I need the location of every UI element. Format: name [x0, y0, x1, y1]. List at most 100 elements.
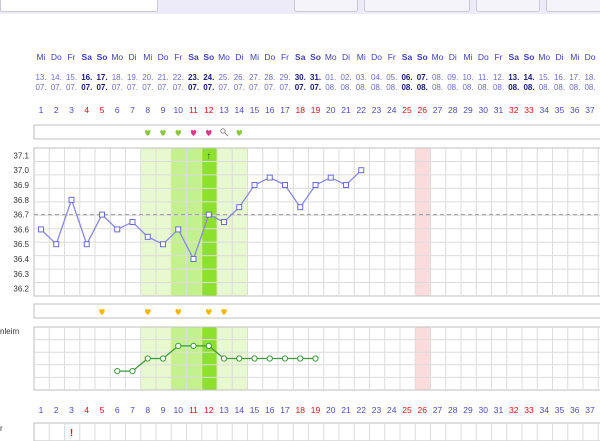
temperature-point[interactable] [297, 204, 304, 211]
cycle-day-number: 14 [235, 405, 245, 415]
weekday-label: Mi [464, 52, 473, 62]
weekday-label: Do [264, 52, 275, 62]
cycle-day-number: 14 [235, 105, 245, 115]
temperature-point[interactable] [83, 241, 90, 248]
mucus-point[interactable] [205, 342, 212, 349]
temperature-point[interactable] [358, 167, 365, 174]
cycle-day-number: 22 [357, 405, 367, 415]
cycle-select-input[interactable] [0, 0, 158, 12]
month-label: 07. [188, 83, 199, 92]
cycle-day-number: 33 [524, 105, 534, 115]
temperature-point[interactable] [343, 182, 349, 188]
temperature-point[interactable] [327, 174, 334, 181]
date-label: 29. [279, 73, 290, 82]
mucus-point[interactable] [129, 368, 136, 375]
mucus-point[interactable] [236, 355, 243, 362]
intercourse-row[interactable] [33, 303, 600, 319]
cycle-day-number: 28 [448, 105, 458, 115]
weekday-label: Fr [174, 52, 182, 62]
mucus-point[interactable] [114, 368, 121, 375]
toolbar-button-2[interactable] [364, 0, 470, 12]
mucus-point[interactable] [159, 355, 167, 362]
toolbar-button-4[interactable] [546, 0, 600, 12]
temperature-point[interactable] [266, 174, 273, 181]
weekday-label: Sa [509, 52, 520, 62]
heart-icon [145, 129, 151, 136]
date-label: 15. [539, 73, 550, 82]
temperature-point[interactable] [68, 196, 75, 203]
mucus-point[interactable] [175, 342, 182, 349]
temperature-point[interactable] [114, 226, 121, 233]
cycle-day-number: 32 [509, 105, 519, 115]
temperature-point[interactable] [236, 204, 243, 211]
date-label: 27. [249, 73, 260, 82]
ovulation-arrow-icon: ↑ [206, 151, 211, 162]
cycle-day-number: 5 [100, 105, 105, 115]
temperature-point[interactable] [144, 233, 151, 240]
cycle-day-number: 3 [69, 405, 74, 415]
month-label: 08. [478, 83, 489, 92]
month-label: 07. [295, 83, 306, 92]
cycle-day-number: 16 [265, 105, 275, 115]
temperature-point[interactable] [53, 241, 60, 248]
month-label: 08. [539, 83, 550, 92]
mucus-point[interactable] [312, 355, 319, 362]
heart-icon [190, 129, 197, 136]
month-label: 08. [417, 83, 428, 92]
mucus-point[interactable] [297, 355, 304, 362]
temperature-point[interactable] [99, 211, 105, 218]
temperature-point[interactable] [129, 219, 136, 225]
temperature-axis-label: 36.6 [13, 225, 29, 234]
date-label: 16. [554, 73, 565, 82]
symbols-row[interactable] [33, 124, 600, 140]
temperature-point[interactable] [251, 182, 258, 188]
temperature-axis-label: 36.3 [13, 270, 29, 279]
cycle-day-number: 24 [387, 105, 397, 115]
cycle-day-number: 10 [174, 405, 184, 415]
date-label: 10. [462, 73, 473, 82]
temperature-point[interactable] [205, 211, 212, 218]
month-label: 07. [81, 83, 92, 92]
cervical-mucus-chart[interactable]: nleim [0, 326, 600, 391]
toolbar-button-3[interactable] [476, 0, 540, 12]
temperature-point[interactable] [190, 256, 197, 262]
mucus-point[interactable] [190, 342, 197, 349]
temperature-point[interactable] [38, 226, 44, 233]
date-label: 18. [112, 73, 123, 82]
temperature-point[interactable] [221, 219, 227, 225]
month-label: 07. [249, 83, 260, 92]
cycle-day-number: 12 [204, 405, 214, 415]
mucus-point[interactable] [281, 355, 289, 362]
month-label: 08. [325, 83, 336, 92]
cycle-day-number: 25 [402, 405, 412, 415]
mucus-point[interactable] [251, 355, 258, 362]
cycle-day-number: 16 [265, 405, 275, 415]
weekday-label: Sa [188, 52, 199, 62]
mucus-point[interactable] [220, 355, 228, 362]
weekday-label: Do [371, 52, 382, 62]
cycle-day-number: 17 [280, 405, 290, 415]
cycle-day-number: 32 [509, 405, 519, 415]
temperature-point[interactable] [312, 182, 319, 188]
cycle-day-number: 31 [494, 405, 504, 415]
month-label: 07. [310, 83, 321, 92]
temperature-point[interactable] [160, 241, 166, 248]
month-label: 07. [35, 83, 46, 92]
notes-row[interactable]: r! [0, 422, 600, 441]
heart-icon [206, 129, 212, 136]
mucus-point[interactable] [266, 355, 273, 362]
cycle-day-number: 5 [100, 405, 105, 415]
cycle-day-number: 35 [555, 405, 565, 415]
mucus-point[interactable] [144, 355, 151, 362]
toolbar-button-1[interactable] [294, 0, 358, 12]
temperature-point[interactable] [282, 182, 288, 188]
cycle-day-number: 26 [418, 405, 428, 415]
temperature-point[interactable] [175, 226, 182, 233]
cycle-day-number: 20 [326, 405, 336, 415]
date-label: 07. [417, 73, 428, 82]
date-label: 20. [142, 73, 153, 82]
temperature-chart[interactable]: 37.1 37.0 36.9 36.8 36.7 36.6 36.5 36.4 36.3 36.2… [13, 147, 600, 297]
date-label: 06. [401, 73, 412, 82]
cycle-day-number: 33 [524, 405, 534, 415]
